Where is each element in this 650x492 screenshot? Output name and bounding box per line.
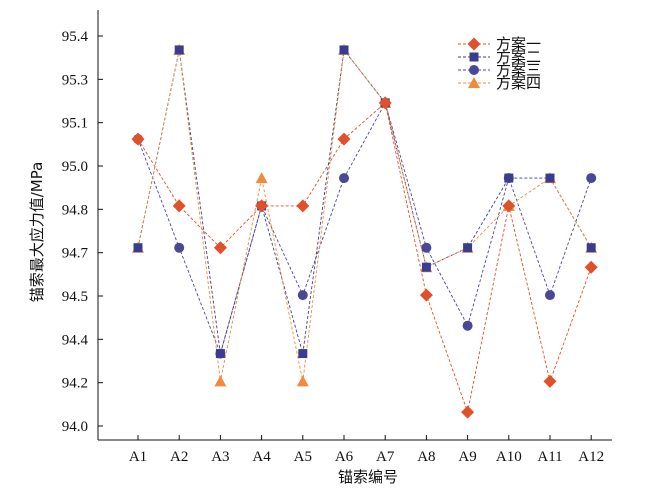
series-2-point (133, 243, 143, 253)
series-1-point (213, 241, 227, 255)
x-tick-label: A11 (537, 449, 562, 465)
series-1-point (584, 260, 598, 274)
y-tick-label: 94.5 (62, 289, 88, 305)
series-3-point (586, 173, 597, 184)
legend-marker (467, 37, 481, 51)
x-tick-label: A5 (294, 449, 312, 465)
legend-label: 方案四 (496, 74, 541, 92)
series-3-line (137, 101, 592, 355)
axes: 94.0 94.2 94.4 94.5 94.7 94.8 95.0 95.1 95.3 95.4… (62, 10, 612, 465)
series-1-point (543, 374, 557, 388)
x-tick-label: A6 (335, 449, 354, 465)
legend-marker (469, 52, 479, 62)
series-3-point (421, 242, 432, 253)
legend-label: 方案二 (496, 48, 541, 66)
series-2-point (339, 45, 349, 55)
series-2-point (504, 173, 514, 183)
legend-marker (469, 65, 479, 75)
series-3-point (174, 242, 185, 253)
x-axis-title: 锚索编号 (338, 468, 398, 486)
series-4-line (137, 48, 592, 382)
series-3-point (339, 173, 349, 184)
x-tick-label: A8 (417, 449, 435, 465)
y-axis-title: 锚索最大应力值/MPa (28, 162, 46, 303)
series-1-point (131, 132, 145, 146)
x-tick-label: A7 (376, 449, 395, 465)
x-tick-label: A3 (211, 449, 229, 465)
y-tick-label: 94.4 (62, 332, 89, 348)
x-tick-label: A2 (170, 449, 188, 465)
y-tick-label: 94.8 (62, 202, 88, 218)
series-1-point (502, 199, 516, 213)
series-4-point (214, 375, 227, 387)
series-markers (131, 43, 598, 419)
x-tick-label: A12 (578, 449, 604, 465)
y-tick-label: 94.2 (62, 376, 88, 392)
x-tick-label: A10 (496, 449, 522, 465)
series-2-point (463, 243, 473, 253)
series-4-point (296, 375, 309, 387)
legend-marker (468, 77, 480, 88)
series-1-point (172, 199, 186, 213)
series-3-point (545, 290, 555, 301)
series-2-point (298, 349, 308, 359)
y-tick-label: 94.0 (62, 419, 88, 435)
series-2-point (174, 45, 184, 55)
series-1-point (419, 288, 433, 302)
y-tick-label: 95.1 (62, 116, 88, 132)
series-1-point (337, 132, 351, 146)
series-2-line (137, 48, 592, 354)
y-tick-label: 95.4 (62, 29, 89, 45)
x-tick-label: A9 (458, 449, 476, 465)
series-4-point (255, 172, 268, 184)
legend-label: 方案三 (496, 61, 541, 79)
y-tick-label: 95.0 (62, 159, 88, 175)
series-3-point (462, 320, 473, 331)
series-lines (137, 48, 592, 414)
legend-label: 方案一 (496, 35, 541, 53)
y-tick-label: 94.7 (62, 246, 89, 262)
series-2-point (421, 262, 431, 272)
series-2-point (545, 173, 555, 183)
series-1-point (296, 199, 310, 213)
series-1-point (461, 405, 475, 419)
x-tick-label: A1 (129, 449, 147, 465)
series-2-point (215, 349, 225, 359)
series-3-point (297, 290, 308, 301)
series-1-point (378, 96, 392, 110)
x-tick-label: A4 (252, 449, 271, 465)
series-2-point (586, 243, 596, 253)
series-1-point (255, 199, 269, 213)
series-1-line (137, 102, 592, 414)
y-tick-label: 95.3 (62, 72, 88, 88)
